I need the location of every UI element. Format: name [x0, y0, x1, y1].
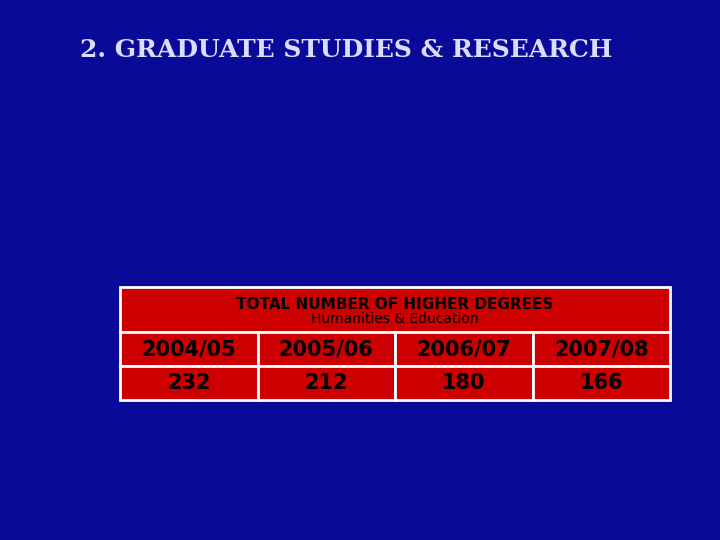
FancyBboxPatch shape [258, 332, 395, 366]
FancyBboxPatch shape [395, 366, 533, 400]
Text: 2. GRADUATE STUDIES & RESEARCH: 2. GRADUATE STUDIES & RESEARCH [80, 38, 613, 62]
FancyBboxPatch shape [120, 366, 258, 400]
FancyBboxPatch shape [395, 332, 533, 366]
FancyBboxPatch shape [120, 287, 670, 332]
Text: Humanities & Education: Humanities & Education [311, 312, 479, 326]
Text: 166: 166 [580, 373, 623, 393]
Text: 232: 232 [167, 373, 210, 393]
Text: 2007/08: 2007/08 [554, 339, 649, 359]
Text: 212: 212 [305, 373, 348, 393]
Text: 180: 180 [442, 373, 485, 393]
FancyBboxPatch shape [533, 366, 670, 400]
Text: 2004/05: 2004/05 [141, 339, 236, 359]
FancyBboxPatch shape [120, 332, 258, 366]
FancyBboxPatch shape [533, 332, 670, 366]
FancyBboxPatch shape [258, 366, 395, 400]
Text: 2006/07: 2006/07 [416, 339, 511, 359]
Text: 2005/06: 2005/06 [279, 339, 374, 359]
Text: TOTAL NUMBER OF HIGHER DEGREES: TOTAL NUMBER OF HIGHER DEGREES [236, 296, 554, 312]
